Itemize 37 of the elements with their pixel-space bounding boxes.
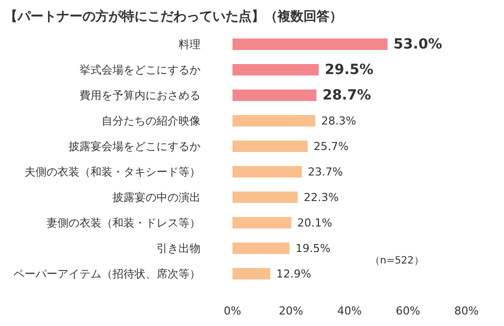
data-label: 23.7% [308, 165, 343, 178]
bar [232, 192, 298, 203]
annotation: （n=522） [370, 256, 424, 266]
x-tick-label: 0% [224, 304, 242, 318]
bar [232, 140, 308, 152]
y-tick-label: 費用を予算内におさめる [80, 88, 200, 102]
x-tick-label: 60% [396, 304, 420, 318]
bar [232, 217, 292, 228]
bar [232, 166, 302, 178]
bar [232, 268, 270, 280]
bar [232, 115, 316, 126]
bar [232, 64, 319, 76]
y-tick-label: 妻側の衣装（和装・ドレス等） [46, 216, 200, 230]
data-label: 28.7% [322, 87, 372, 104]
data-label: 22.3% [304, 190, 339, 204]
bar [232, 90, 316, 101]
data-label: 29.5% [324, 62, 374, 78]
data-label: 28.3% [321, 114, 356, 128]
y-tick-label: 挙式会場をどこにするか [80, 63, 200, 76]
bar [232, 38, 388, 50]
y-tick-label: 披露宴会場をどこにするか [68, 140, 200, 153]
data-label: 53.0% [394, 36, 442, 52]
x-tick-label: 20% [278, 304, 304, 318]
y-tick-label: 披露宴の中の演出 [112, 190, 200, 204]
bar [232, 242, 290, 254]
y-tick-label: 引き出物 [156, 242, 200, 255]
chart-title: 【パートナーの方が特にこだわっていた点】（複数回答） [4, 8, 342, 24]
y-tick-label: ペーパーアイテム（招待状、席次等） [14, 267, 200, 280]
data-label: 20.1% [297, 216, 332, 230]
data-label: 25.7% [314, 140, 349, 153]
x-tick-label: 40% [337, 304, 362, 318]
x-tick-label: 80% [454, 304, 479, 318]
data-label: 12.9% [276, 267, 312, 280]
y-tick-label: 料理 [178, 38, 200, 51]
y-tick-label: 夫側の衣装（和装・タキシード等） [24, 165, 200, 178]
data-label: 19.5% [296, 242, 330, 255]
y-tick-label: 自分たちの紹介映像 [102, 114, 200, 128]
